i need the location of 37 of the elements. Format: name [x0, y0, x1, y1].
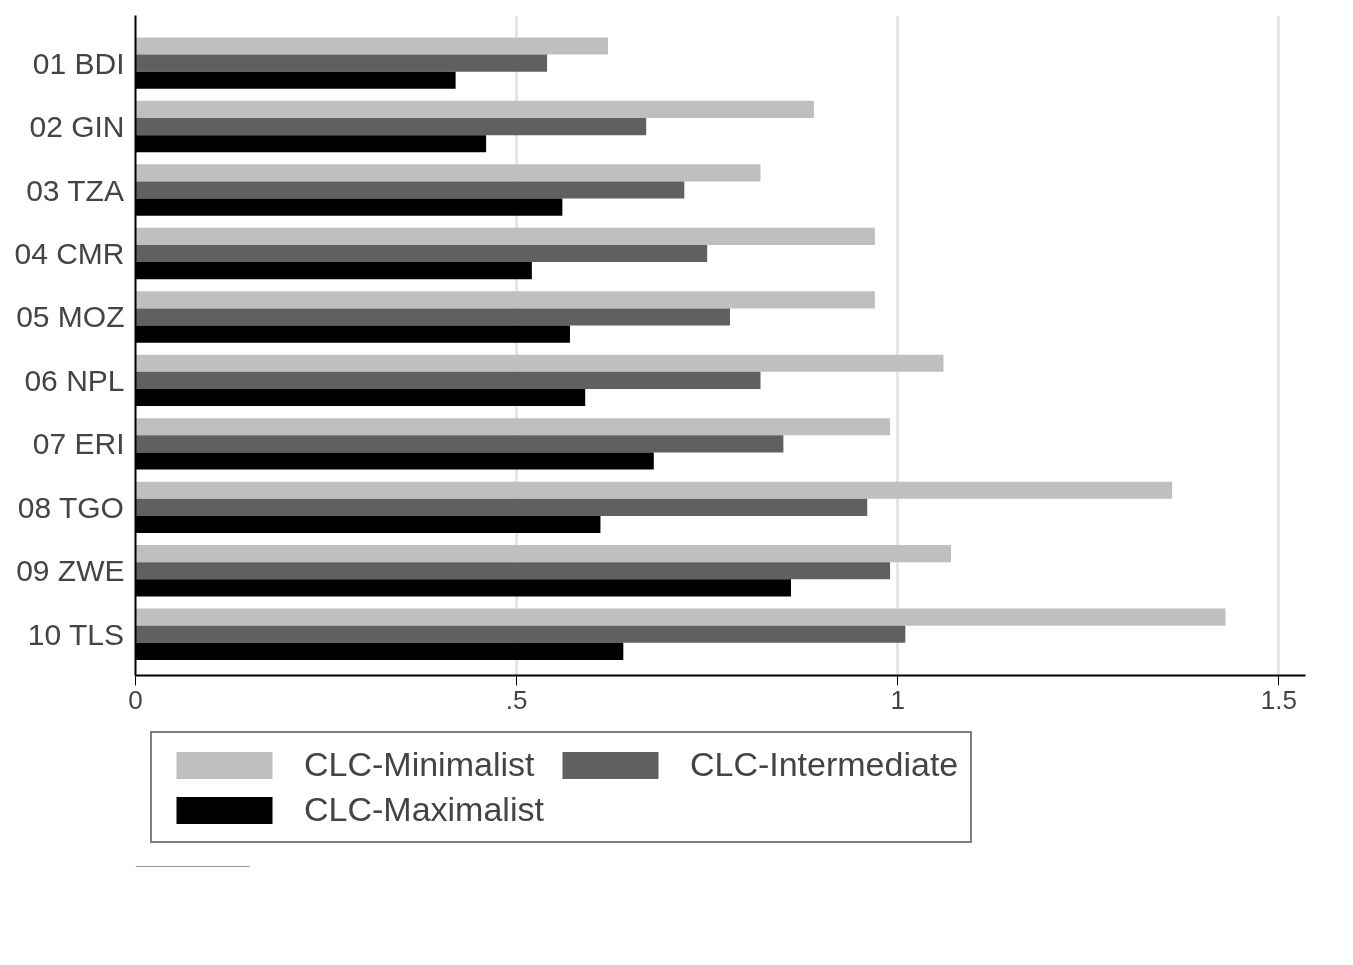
y-tick-label: 04 CMR: [14, 236, 125, 270]
bar: [135, 371, 761, 389]
bar: [135, 308, 731, 326]
legend-label: CLC-Intermediate: [689, 745, 959, 784]
bar: [135, 54, 548, 72]
bar: [135, 608, 1226, 626]
x-tick-label: .5: [505, 684, 528, 715]
y-tick-label: 01 BDI: [32, 46, 125, 80]
bar: [135, 481, 1173, 499]
legend-label: CLC-Maximalist: [304, 790, 544, 829]
bar: [135, 181, 685, 199]
bar: [135, 498, 868, 516]
bar: [135, 100, 814, 118]
y-tick-label: 05 MOZ: [16, 300, 125, 334]
bar: [135, 625, 906, 643]
bar: [135, 354, 944, 372]
bar: [135, 164, 761, 182]
bar: [135, 244, 708, 263]
y-tick-label: 02 GIN: [29, 110, 125, 144]
y-tick-label: 03 TZA: [26, 173, 124, 207]
bar: [135, 545, 952, 563]
x-tick-label: 0: [128, 684, 143, 715]
bar: [135, 117, 647, 136]
x-tick-label: 1.5: [1260, 684, 1297, 715]
bar: [135, 291, 875, 309]
bar: [135, 227, 875, 245]
y-tick-label: 09 ZWE: [16, 554, 125, 588]
legend-label: CLC-Minimalist: [304, 745, 535, 784]
bar: [135, 418, 891, 436]
y-tick-label: 07 ERI: [32, 427, 125, 461]
bar: [135, 37, 609, 55]
y-tick-label: 06 NPL: [24, 363, 125, 397]
bar: [135, 562, 891, 580]
x-tick-label: 1: [890, 684, 905, 715]
y-tick-label: 10 TLS: [27, 617, 124, 651]
bar: [135, 435, 784, 453]
y-tick-label: 08 TGO: [17, 490, 124, 524]
